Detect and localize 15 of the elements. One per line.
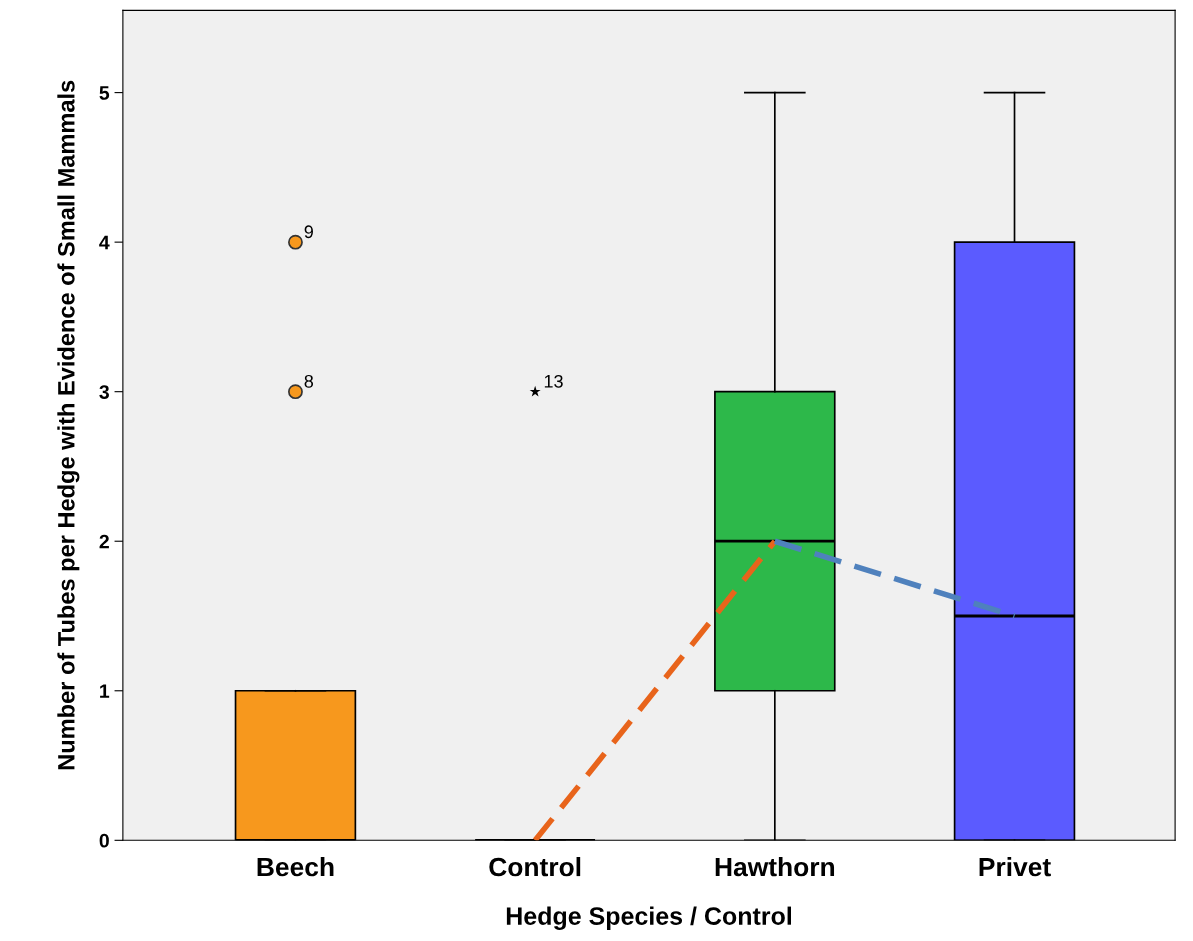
x-tick-label: Beech	[257, 856, 334, 877]
x-tick-label: Privet	[979, 856, 1051, 877]
y-tick-label: 1	[100, 684, 110, 698]
y-tick-label: 2	[99, 534, 109, 549]
y-tick-label: 5	[99, 86, 110, 100]
y-axis-title: Number of Tubes per Hedge with Evidence of Small Mammals	[57, 80, 80, 770]
annotation: 13	[544, 374, 563, 388]
x-axis-title: Hedge Species / Control	[506, 906, 792, 930]
x-tick-label: Hawthorn	[715, 856, 835, 877]
y-tick-label: 3	[99, 385, 109, 399]
annotation: 9	[304, 225, 313, 239]
y-tick-label: 4	[99, 235, 110, 250]
x-tick-label: Control	[489, 856, 581, 877]
annotation: 8	[304, 374, 314, 388]
y-tick-label: 0	[99, 833, 109, 848]
